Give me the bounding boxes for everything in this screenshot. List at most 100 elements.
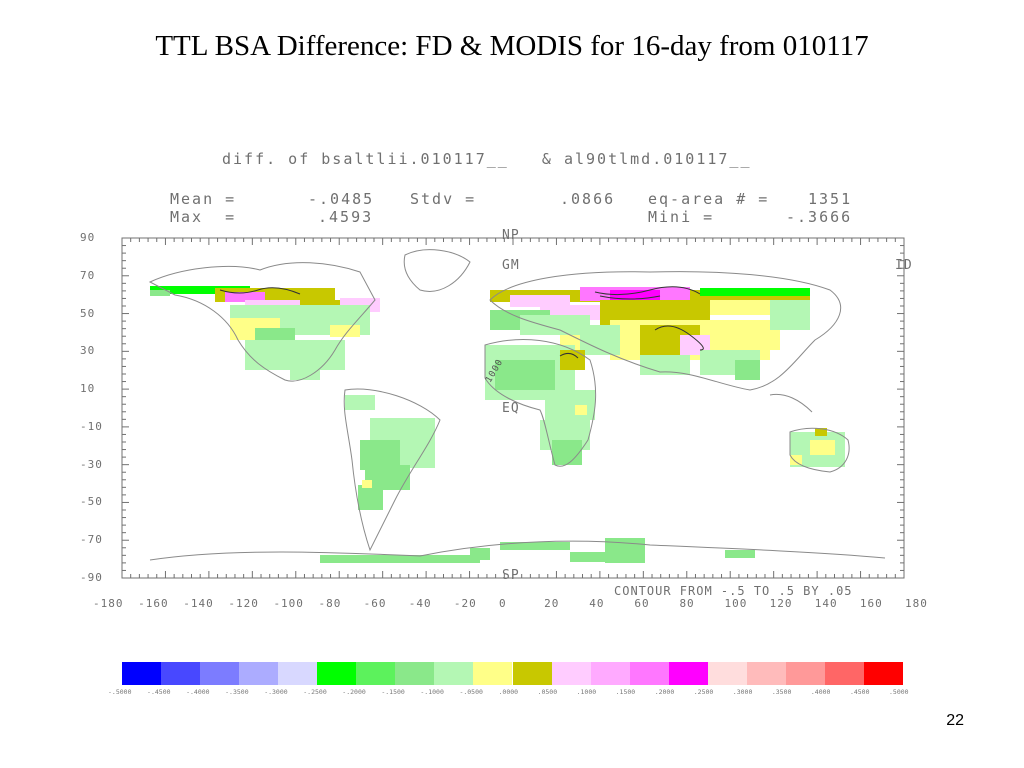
fill-block (770, 300, 810, 330)
lon-tick-label: -140 (183, 597, 214, 610)
label-sp: SP (502, 568, 520, 583)
colorbar-label: .2500 (693, 688, 714, 696)
colorbar-label: .3500 (771, 688, 792, 696)
north-america-coast (148, 262, 376, 382)
lon-tick-label: -80 (318, 597, 342, 610)
coastlines (148, 249, 886, 561)
fill-block (815, 428, 827, 436)
lon-tick-label: 60 (634, 597, 650, 610)
lat-tick-label: 90 (80, 231, 96, 244)
lat-tick-label: 10 (80, 382, 96, 396)
lon-tick-label: 120 (769, 597, 793, 610)
contour-line (559, 352, 579, 359)
label-eq: EQ (502, 401, 520, 416)
eqarea-label: eq-area # = (648, 190, 770, 208)
colorbar-swatch (356, 662, 396, 685)
lon-tick-label: -100 (273, 597, 304, 610)
colorbar-label: .5000 (889, 688, 909, 696)
lon-tick-label: -40 (408, 597, 432, 610)
colorbar-swatch (707, 662, 747, 685)
lat-tick-label: -50 (80, 495, 103, 509)
colorbar-swatch (629, 662, 669, 685)
fill-block (545, 390, 595, 420)
max-label: Max = (170, 208, 237, 226)
fill-block (760, 330, 780, 350)
colorbar-label: -.1000 (420, 688, 444, 696)
colorbar-swatch (278, 662, 318, 685)
label-gm: GM (502, 258, 520, 273)
colorbar-label: .4500 (849, 688, 870, 696)
fill-block (500, 542, 570, 550)
stdv-value: .0866 (560, 190, 616, 208)
fill-block (345, 395, 375, 410)
lon-tick-label: -20 (453, 597, 477, 610)
eurasia-coast (489, 271, 842, 391)
label-id: ID (895, 258, 913, 273)
lon-tick-label: -120 (228, 597, 259, 610)
fill-block (510, 295, 570, 307)
fill-block (362, 480, 372, 488)
colorbar-swatch (824, 662, 864, 685)
lat-tick-label: -30 (80, 457, 103, 471)
min-label: Mini = (648, 208, 715, 226)
fill-block (225, 292, 265, 302)
colorbar-label: -.0500 (459, 688, 483, 696)
mean-value: -.0485 (308, 190, 375, 208)
colorbar-label: .2000 (654, 688, 675, 696)
fill-block (575, 405, 587, 415)
stdv-label: Stdv = (410, 190, 477, 208)
colorbar-swatch (122, 662, 162, 685)
colorbar-label: -.1500 (381, 688, 405, 696)
min-value: -.3666 (786, 208, 853, 226)
fill-block (552, 440, 582, 465)
lon-tick-label: 100 (724, 597, 748, 610)
colorbar-swatch (746, 662, 786, 685)
axis-ticks (121, 237, 905, 579)
fill-block (735, 360, 760, 380)
contour-line (654, 325, 704, 351)
colorbar-label: -.2000 (342, 688, 366, 696)
lat-tick-label: -70 (80, 533, 103, 547)
lon-tick-label: -160 (138, 597, 169, 610)
lat-tick-label: 70 (80, 268, 96, 282)
lon-tick-label: 160 (859, 597, 883, 610)
colorbar-label: -.3500 (225, 688, 249, 696)
contour-line (594, 286, 701, 296)
africa-coast (484, 339, 597, 467)
fill-block (810, 440, 835, 455)
colorbar-swatch (668, 662, 708, 685)
colorbar-swatch (434, 662, 474, 685)
mean-label: Mean = (170, 190, 237, 208)
fill-block (570, 552, 610, 562)
fill-block (725, 550, 755, 558)
slide-title: TTL BSA Difference: FD & MODIS for 16-da… (155, 30, 869, 62)
lon-tick-label: 180 (905, 597, 928, 610)
colorbar-swatch (512, 662, 552, 685)
fill-block (700, 288, 810, 296)
fill-block (150, 290, 170, 296)
fill-block (330, 325, 360, 337)
contour-lines (219, 286, 704, 359)
colorbar-label: .0500 (537, 688, 558, 696)
lat-tick-label: 50 (80, 306, 96, 320)
colorbar-label: -.3000 (264, 688, 288, 696)
australia-coast (789, 427, 850, 473)
fill-block (358, 485, 383, 510)
lon-tick-label: -60 (363, 597, 387, 610)
page-number: 22 (946, 712, 964, 729)
lon-tick-label: -180 (93, 597, 124, 610)
fill-block (610, 290, 660, 300)
fill-block (560, 350, 585, 370)
colorbar-swatch (551, 662, 591, 685)
colorbar-swatch (785, 662, 825, 685)
contour-note: CONTOUR FROM -.5 TO .5 BY .05 (614, 584, 853, 598)
colorbar-label: .1000 (576, 688, 597, 696)
indonesia-coast (769, 393, 813, 413)
lon-tick-label: 80 (679, 597, 695, 610)
colorbar-swatch (239, 662, 279, 685)
fill-block (790, 455, 802, 465)
contour-line (599, 295, 661, 300)
fill-block (320, 555, 480, 563)
colorbar-swatch (473, 662, 513, 685)
